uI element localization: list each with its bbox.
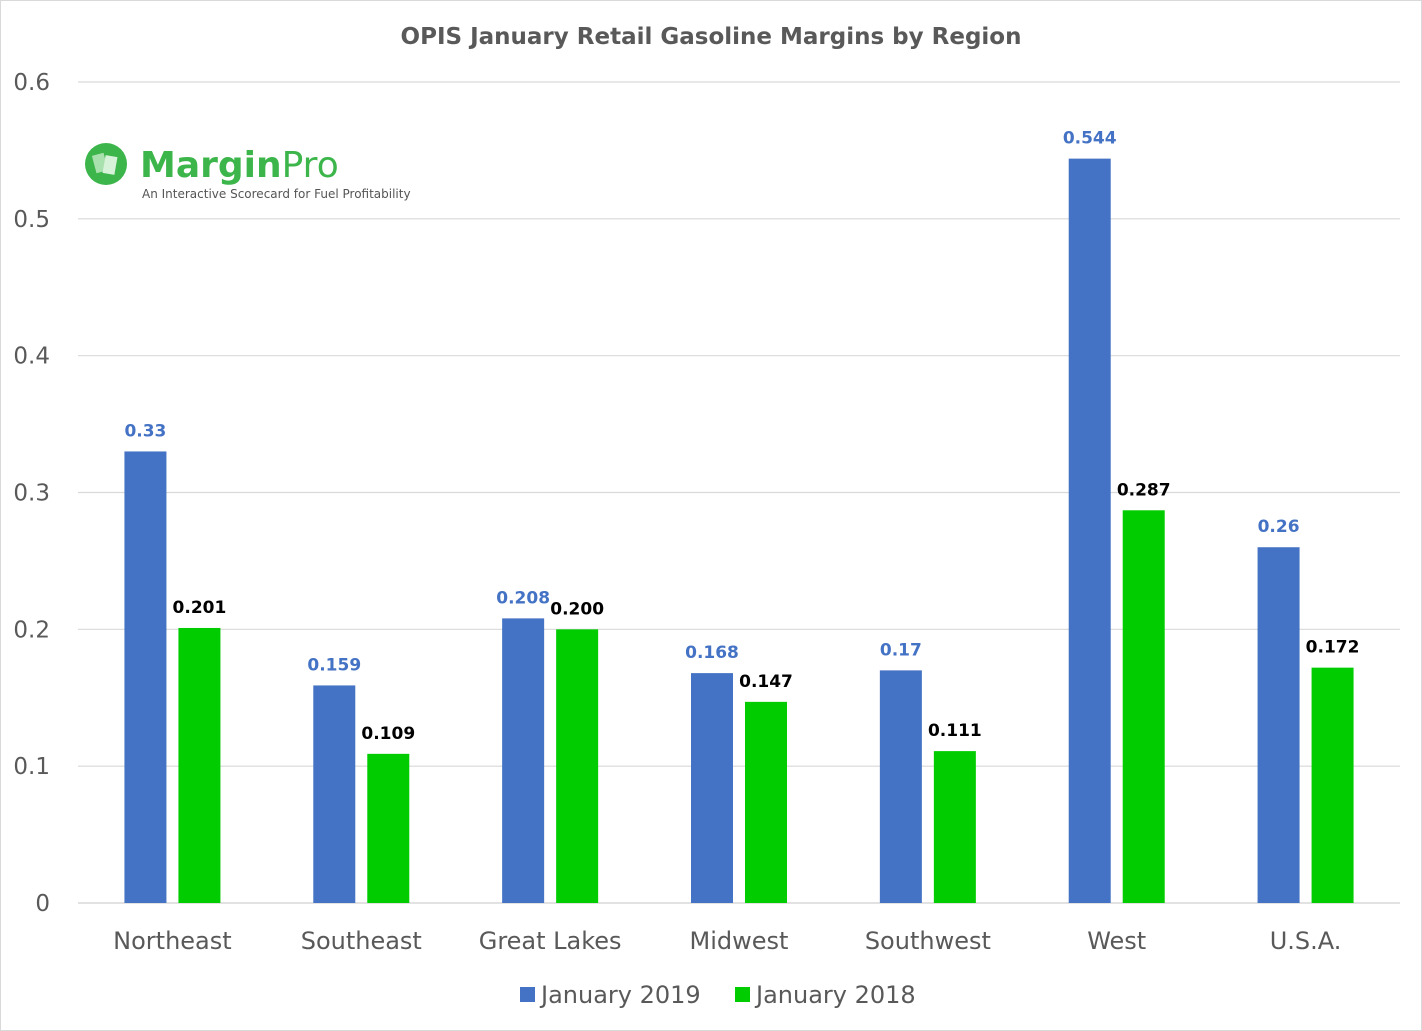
legend-label: January 2019 (539, 981, 701, 1009)
bar-2018 (1311, 667, 1354, 903)
data-label: 0.147 (739, 672, 793, 692)
bars (124, 158, 1354, 904)
bar-2019 (1257, 547, 1300, 903)
data-label: 0.287 (1117, 480, 1171, 500)
x-category-label: Great Lakes (479, 927, 622, 955)
data-label: 0.168 (685, 643, 739, 663)
legend: January 2019 January 2018 (520, 981, 916, 1009)
marginpro-logo: MarginPro An Interactive Scorecard for F… (85, 143, 411, 201)
y-tick-label: 0.1 (13, 754, 50, 780)
y-tick-label: 0.6 (13, 70, 50, 96)
y-tick-label: 0.5 (13, 207, 50, 233)
chart-title: OPIS January Retail Gasoline Margins by … (401, 24, 1022, 50)
bar-2018 (178, 627, 221, 903)
data-label: 0.544 (1063, 129, 1117, 149)
y-tick-label: 0.2 (13, 617, 50, 643)
bar-2018 (556, 629, 599, 903)
gridlines (78, 81, 1400, 904)
bar-2019 (502, 618, 545, 903)
bar-2018 (367, 753, 410, 903)
data-label: 0.208 (496, 588, 550, 608)
legend-swatch (735, 987, 750, 1002)
y-tick-label: 0 (35, 891, 50, 917)
y-tick-label: 0.3 (13, 481, 50, 507)
y-tick-label: 0.4 (13, 344, 50, 370)
bar-2018 (745, 701, 787, 903)
logo-tagline: An Interactive Scorecard for Fuel Profit… (142, 187, 411, 201)
data-label: 0.26 (1258, 517, 1300, 537)
data-label: 0.33 (124, 421, 166, 441)
legend-swatch (520, 987, 535, 1002)
x-category-label: West (1087, 927, 1146, 955)
bar-2018 (1122, 510, 1165, 903)
logo-text: MarginPro (140, 145, 339, 186)
legend-label: January 2018 (754, 981, 916, 1009)
bar-2019 (1068, 158, 1111, 904)
bar-2019 (691, 673, 733, 903)
bar-2018 (933, 751, 976, 903)
y-axis-ticks: 0 0.1 0.2 0.3 0.4 0.5 0.6 (13, 70, 50, 917)
bar-2019 (313, 685, 356, 903)
bar-2019 (124, 451, 167, 903)
data-label: 0.111 (928, 721, 982, 741)
x-category-label: U.S.A. (1270, 927, 1342, 955)
x-category-label: Northeast (113, 927, 232, 955)
x-category-label: Midwest (690, 927, 789, 955)
data-label: 0.17 (880, 640, 922, 660)
x-category-label: Southwest (865, 927, 991, 955)
bar-2019 (879, 670, 922, 903)
data-label: 0.201 (173, 598, 227, 618)
data-label: 0.200 (550, 599, 604, 619)
data-label: 0.172 (1306, 638, 1360, 658)
data-label: 0.159 (307, 655, 361, 675)
x-axis-categories: Northeast Southeast Great Lakes Midwest Sout… (113, 927, 1341, 955)
x-category-label: Southeast (301, 927, 422, 955)
data-label: 0.109 (361, 724, 415, 744)
